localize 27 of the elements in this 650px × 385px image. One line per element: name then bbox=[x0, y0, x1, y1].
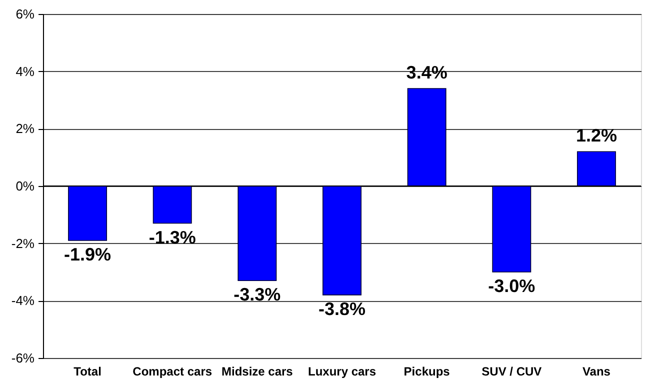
data-label: -3.3% bbox=[234, 284, 281, 305]
y-tick-label: 2% bbox=[16, 121, 35, 136]
data-label: -3.0% bbox=[488, 276, 536, 296]
x-tick-label: Luxury cars bbox=[308, 364, 376, 378]
x-tick-label: Vans bbox=[582, 364, 611, 378]
bar bbox=[152, 186, 192, 224]
x-tick-label: Total bbox=[74, 364, 102, 378]
x-tick-label: Compact cars bbox=[132, 364, 212, 378]
x-tick-label: SUV / CUV bbox=[482, 364, 542, 378]
y-tick-label: 6% bbox=[16, 6, 35, 22]
bar bbox=[68, 186, 108, 241]
y-tick-label: 4% bbox=[16, 64, 35, 79]
data-label: -1.3% bbox=[148, 227, 196, 248]
y-tick-label: -2% bbox=[11, 236, 35, 251]
x-tick-label: Midsize cars bbox=[221, 364, 294, 378]
bar bbox=[238, 186, 277, 281]
y-tick-label: -6% bbox=[11, 350, 35, 366]
bar bbox=[322, 186, 362, 296]
data-label: 1.2% bbox=[576, 126, 617, 146]
data-label: -3.8% bbox=[318, 298, 366, 319]
bar bbox=[407, 88, 446, 186]
data-label: -1.9% bbox=[64, 244, 112, 264]
bar bbox=[576, 151, 616, 186]
bar bbox=[492, 186, 532, 272]
y-tick-label: 0% bbox=[16, 178, 35, 194]
y-tick-label: -4% bbox=[11, 293, 35, 308]
x-tick-label: Pickups bbox=[404, 364, 450, 378]
